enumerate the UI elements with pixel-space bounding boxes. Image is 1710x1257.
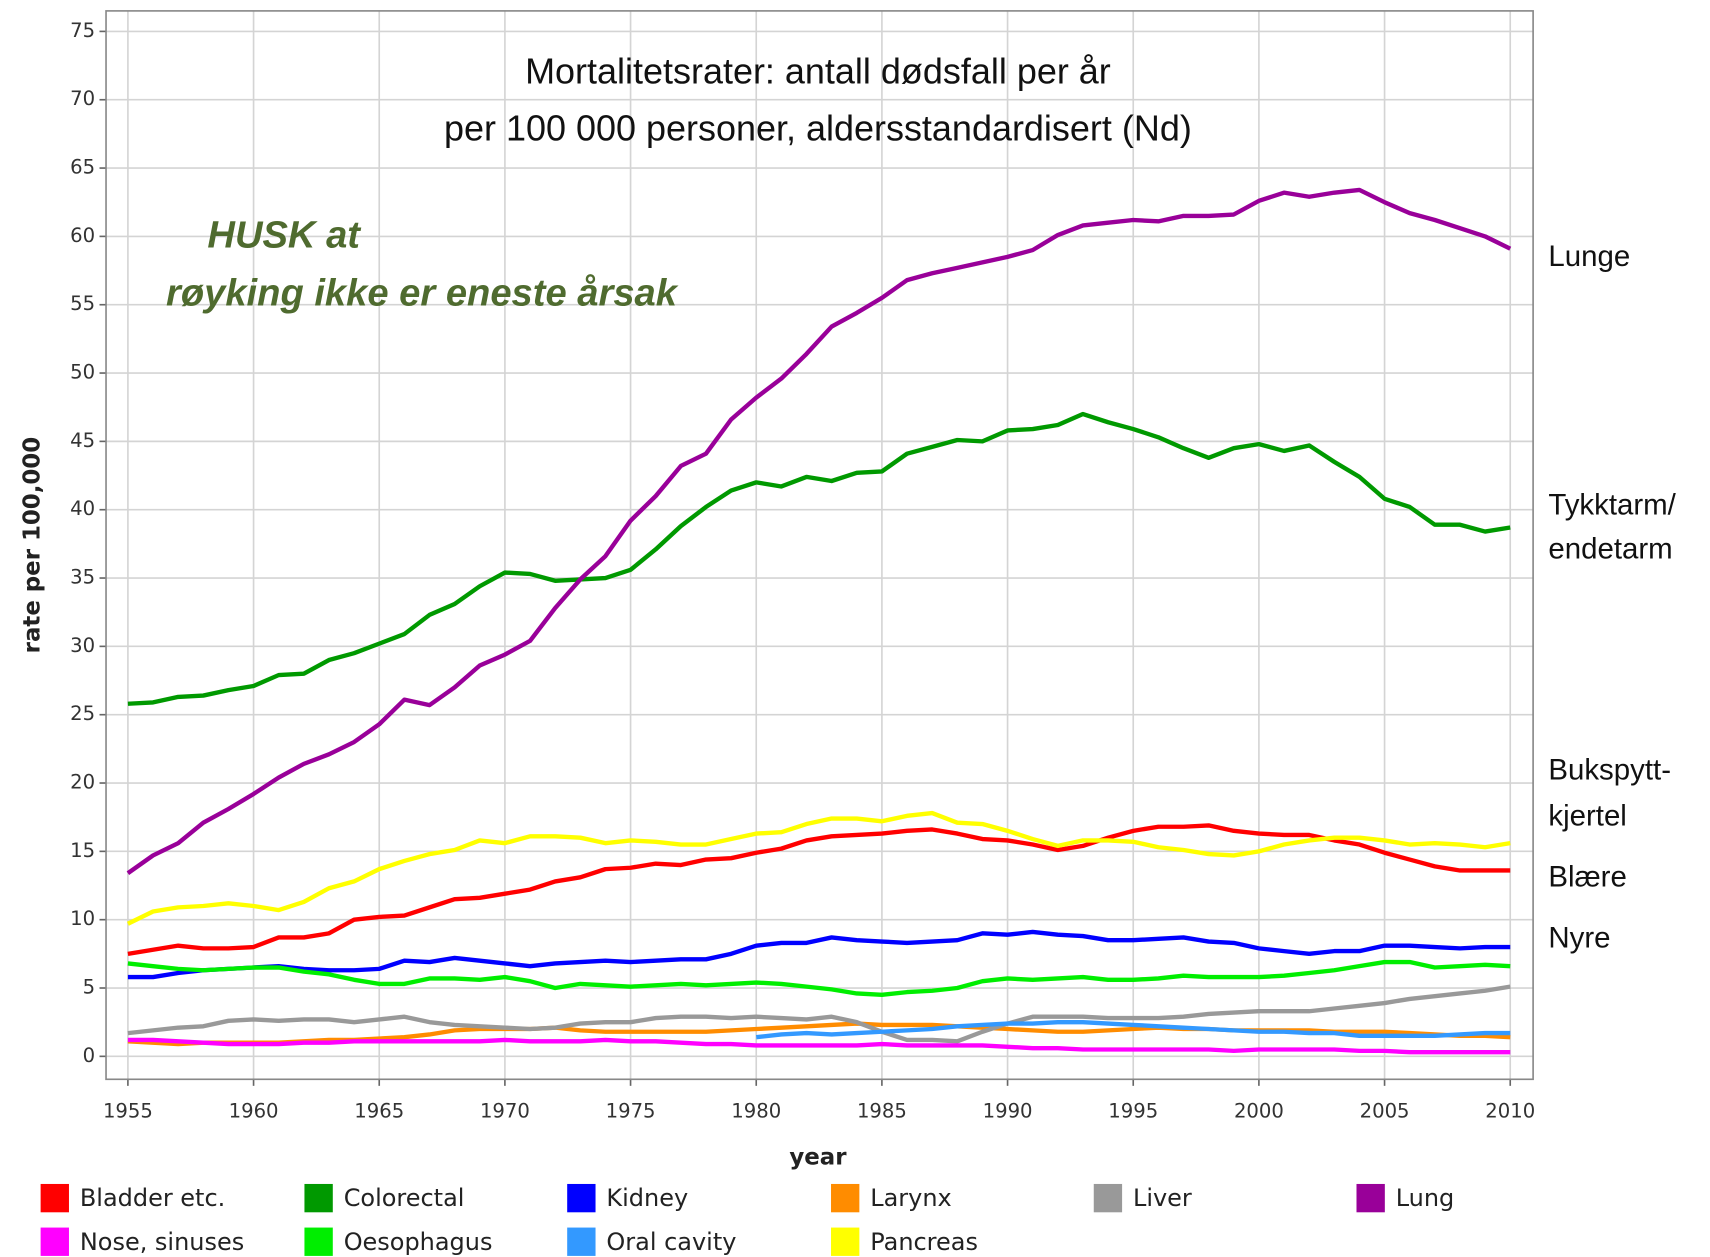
legend-swatch (567, 1183, 596, 1213)
x-tick-label: 1970 (480, 1100, 530, 1123)
series-line (127, 984, 1511, 1044)
legend-swatch (567, 1227, 596, 1256)
x-tick-label: 1985 (857, 1100, 907, 1123)
annotation: røyking ikke er eneste årsak (166, 272, 679, 315)
x-tick-label: 2000 (1234, 1100, 1284, 1123)
legend-label: Kidney (606, 1184, 688, 1212)
legend-swatch (40, 1183, 69, 1213)
chart-title: Mortalitetsrater: antall dødsfall per år (525, 51, 1111, 92)
side-label: Blære (1548, 860, 1626, 893)
y-tick-label: 0 (83, 1044, 95, 1067)
y-tick-label: 10 (70, 907, 95, 930)
y-tick-label: 5 (83, 976, 95, 999)
legend-swatch (1093, 1183, 1123, 1213)
series-line (126, 810, 1511, 926)
series-line (755, 1019, 1511, 1040)
x-tick-label: 1980 (731, 1100, 781, 1123)
series-line (127, 929, 1511, 980)
side-label: Lunge (1548, 240, 1630, 273)
y-tick-label: 55 (70, 292, 95, 315)
series-line (127, 1037, 1511, 1055)
series-line (127, 959, 1511, 998)
y-tick-label: 45 (70, 429, 95, 452)
x-tick-label: 2005 (1360, 1100, 1410, 1123)
legend-swatch (40, 1227, 69, 1256)
y-tick-label: 50 (70, 361, 95, 384)
x-tick-label: 1975 (606, 1100, 656, 1123)
legend-swatch (304, 1183, 333, 1213)
y-tick-label: 15 (70, 839, 95, 862)
y-tick-label: 20 (70, 771, 95, 794)
series-line (127, 823, 1511, 957)
y-tick-label: 35 (70, 566, 95, 589)
y-tick-label: 25 (70, 702, 95, 725)
annotation: HUSK at (207, 214, 361, 257)
x-tick-label: 2010 (1485, 1100, 1535, 1123)
x-tick-label: 1995 (1108, 1100, 1158, 1123)
side-label: Tykktarm/ (1548, 489, 1676, 522)
series-line (126, 187, 1512, 875)
legend-label: Bladder etc. (80, 1184, 225, 1212)
x-tick-label: 1990 (983, 1100, 1033, 1123)
legend-label: Lung (1396, 1184, 1455, 1212)
side-label: kjertel (1548, 799, 1626, 832)
x-tick-label: 1955 (103, 1100, 153, 1123)
side-label: Bukspytt- (1548, 754, 1671, 787)
y-tick-label: 75 (70, 19, 95, 42)
legend-label: Larynx (870, 1184, 951, 1212)
x-axis-label: year (789, 1144, 847, 1170)
side-label: endetarm (1548, 532, 1672, 565)
y-tick-label: 60 (70, 224, 95, 247)
y-tick-label: 40 (70, 497, 95, 520)
y-tick-label: 30 (70, 634, 95, 657)
legend-swatch (831, 1183, 860, 1213)
legend-label: Oral cavity (606, 1228, 736, 1256)
legend-label: Nose, sinuses (80, 1228, 244, 1256)
y-tick-label: 70 (70, 87, 95, 110)
legend-label: Oesophagus (344, 1228, 493, 1256)
x-tick-label: 1960 (229, 1100, 279, 1123)
y-axis-label: rate per 100,000 (19, 437, 45, 653)
legend-swatch (1356, 1183, 1385, 1213)
series-line (127, 411, 1511, 706)
y-tick-label: 65 (70, 156, 95, 179)
legend-label: Pancreas (870, 1228, 978, 1256)
legend-label: Colorectal (344, 1184, 465, 1212)
side-label: Nyre (1548, 922, 1610, 955)
chart-title: per 100 000 personer, aldersstandardiser… (444, 107, 1192, 148)
plot-frame (105, 10, 1534, 1081)
x-tick-label: 1965 (354, 1100, 404, 1123)
legend-swatch (304, 1227, 333, 1256)
legend-label: Liver (1133, 1184, 1192, 1212)
legend-swatch (831, 1227, 860, 1256)
